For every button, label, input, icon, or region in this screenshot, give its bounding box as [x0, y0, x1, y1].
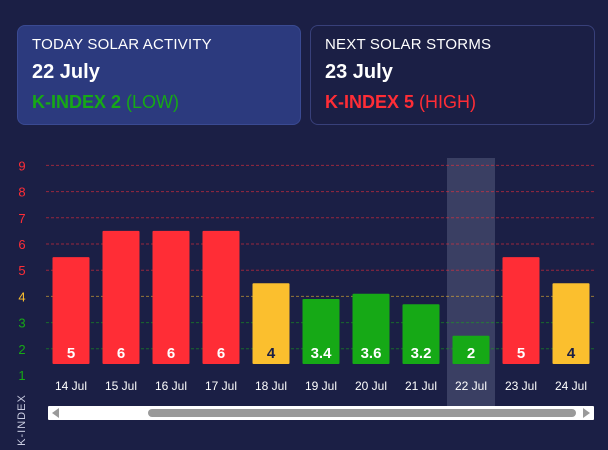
x-tick-label: 17 Jul: [205, 379, 237, 393]
highlight-band: [447, 158, 495, 408]
y-tick-label: 3: [18, 316, 25, 331]
today-kindex: K-INDEX 2 (LOW): [32, 92, 286, 113]
next-card-date: 23 July: [325, 61, 393, 83]
bar-value-label: 2: [467, 345, 475, 362]
y-tick-label: 6: [18, 237, 25, 252]
x-tick-label: 21 Jul: [405, 379, 437, 393]
bar-value-label: 4: [267, 345, 276, 362]
bar: [352, 293, 390, 364]
y-axis-label: K-INDEX: [16, 394, 28, 446]
today-card-title: TODAY SOLAR ACTIVITY: [32, 36, 212, 53]
bar: [252, 283, 290, 364]
today-activity-card: TODAY SOLAR ACTIVITY 22 July K-INDEX 2 (…: [17, 25, 301, 125]
bar: [402, 304, 440, 364]
x-tick-label: 18 Jul: [255, 379, 287, 393]
today-kindex-level: (LOW): [126, 92, 180, 112]
bar: [152, 230, 190, 364]
next-kindex-level: (HIGH): [419, 92, 477, 112]
bar-value-label: 6: [117, 345, 125, 362]
bar-value-label: 3.4: [311, 345, 333, 362]
x-tick-label: 23 Jul: [505, 379, 537, 393]
bar: [52, 257, 90, 364]
y-tick-label: 9: [18, 158, 25, 173]
bar: [102, 230, 140, 364]
bar: [452, 335, 490, 364]
y-tick-label: 2: [18, 342, 25, 357]
x-tick-label: 20 Jul: [355, 379, 387, 393]
x-tick-label: 19 Jul: [305, 379, 337, 393]
x-tick-label: 14 Jul: [55, 379, 87, 393]
next-storm-card: NEXT SOLAR STORMS 23 July K-INDEX 5 (HIG…: [310, 25, 595, 125]
next-kindex-value: K-INDEX 5: [325, 92, 415, 112]
next-kindex: K-INDEX 5 (HIGH): [325, 92, 580, 113]
y-tick-label: 5: [18, 263, 25, 278]
scroll-thumb[interactable]: [148, 409, 576, 417]
today-kindex-value: K-INDEX 2: [32, 92, 122, 112]
bar-value-label: 6: [167, 345, 175, 362]
y-tick-label: 7: [18, 211, 25, 226]
bar: [202, 230, 240, 364]
bar-value-label: 5: [517, 345, 525, 362]
y-tick-label: 8: [18, 185, 25, 200]
x-tick-label: 16 Jul: [155, 379, 187, 393]
bar: [302, 299, 340, 364]
bar: [502, 257, 540, 364]
y-tick-label: 4: [18, 289, 25, 304]
bar-value-label: 4: [567, 345, 576, 362]
y-tick-label: 1: [18, 368, 25, 383]
next-card-title: NEXT SOLAR STORMS: [325, 36, 492, 53]
today-card-date: 22 July: [32, 61, 100, 83]
x-tick-label: 22 Jul: [455, 379, 487, 393]
bar-value-label: 6: [217, 345, 225, 362]
scroll-right-icon[interactable]: [583, 408, 590, 418]
bar: [552, 283, 590, 364]
chart-scrollbar[interactable]: [48, 406, 594, 420]
x-tick-label: 15 Jul: [105, 379, 137, 393]
bar-value-label: 5: [67, 345, 75, 362]
bar-value-label: 3.6: [361, 345, 382, 362]
x-tick-label: 24 Jul: [555, 379, 587, 393]
scroll-left-icon[interactable]: [52, 408, 59, 418]
bar-value-label: 3.2: [411, 345, 432, 362]
